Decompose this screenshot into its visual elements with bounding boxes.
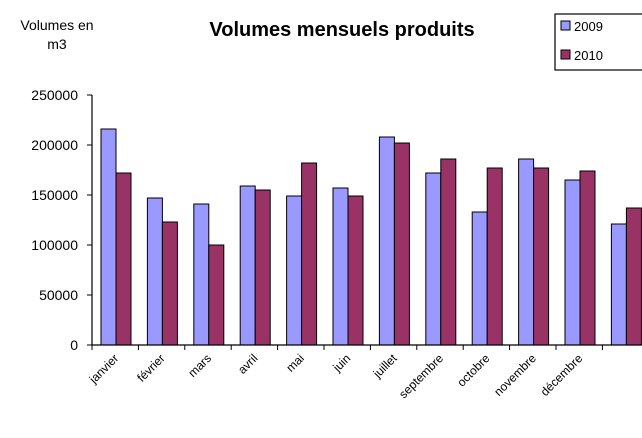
bars: [100, 128, 642, 346]
bar-2009-septembre: [425, 172, 442, 346]
y-axis-ticks: 0 50000 100000 150000 200000 250000: [31, 87, 92, 353]
y-tick-label: 50000: [39, 287, 78, 303]
bar-2010-janvier: [115, 172, 132, 346]
x-tick-label: mai: [283, 351, 307, 375]
bar-2009-novembre: [518, 158, 535, 346]
y-tick-label: 150000: [31, 187, 78, 203]
legend-swatch-2009: [560, 20, 571, 31]
x-tick-label: mars: [185, 351, 214, 380]
bar-2009-décembre: [564, 179, 581, 346]
bar-2010-septembre: [440, 158, 457, 346]
bar-2009-juillet: [378, 136, 395, 346]
y-axis-label-line2: m3: [47, 36, 67, 52]
legend-label-2010: 2010: [574, 48, 603, 63]
y-tick-label: 200000: [31, 137, 78, 153]
bar-2009-janvier: [100, 128, 117, 346]
bar-2010-mai: [301, 162, 318, 346]
x-tick-label: avril: [235, 351, 260, 376]
x-tick-label: octobre: [454, 351, 492, 389]
x-tick-label: janvier: [86, 351, 122, 387]
bar-2009-mars: [193, 203, 210, 346]
bar-2009-février: [146, 197, 163, 346]
x-tick-label: février: [134, 351, 167, 384]
y-tick-label: 100000: [31, 237, 78, 253]
bar-2009-avril: [239, 185, 256, 346]
bar-2009-item-12: [610, 223, 627, 346]
x-tick-label: novembre: [491, 351, 539, 399]
y-tick-label: 0: [70, 337, 78, 353]
bar-2009-octobre: [471, 211, 488, 346]
bar-2010-mars: [208, 244, 225, 346]
x-tick-label: septembre: [396, 351, 446, 401]
bar-2010-février: [161, 221, 178, 346]
bar-2010-novembre: [533, 167, 550, 346]
x-axis-ticks: janvier février mars avril mai juin juilletsep…: [86, 345, 603, 401]
bar-2010-item-12: [625, 207, 642, 346]
legend: 2009 2010: [554, 13, 642, 71]
bar-2010-octobre: [486, 167, 503, 346]
axes: [91, 95, 642, 346]
bar-2009-mai: [286, 195, 303, 346]
bar-2010-avril: [254, 189, 271, 346]
x-tick-label: juin: [330, 351, 354, 375]
x-tick-label: juillet: [370, 351, 400, 381]
legend-swatch-2010: [560, 49, 571, 60]
bar-2010-décembre: [579, 170, 596, 346]
y-tick-label: 250000: [31, 87, 78, 103]
x-tick-label: décembre: [538, 351, 586, 399]
bar-2009-juin: [332, 187, 349, 346]
legend-label-2009: 2009: [574, 19, 603, 34]
bar-2010-juin: [347, 195, 364, 346]
chart-title: Volumes mensuels produits: [209, 19, 474, 41]
bar-2010-juillet: [393, 142, 410, 346]
y-axis-label-line1: Volumes en: [20, 17, 93, 33]
